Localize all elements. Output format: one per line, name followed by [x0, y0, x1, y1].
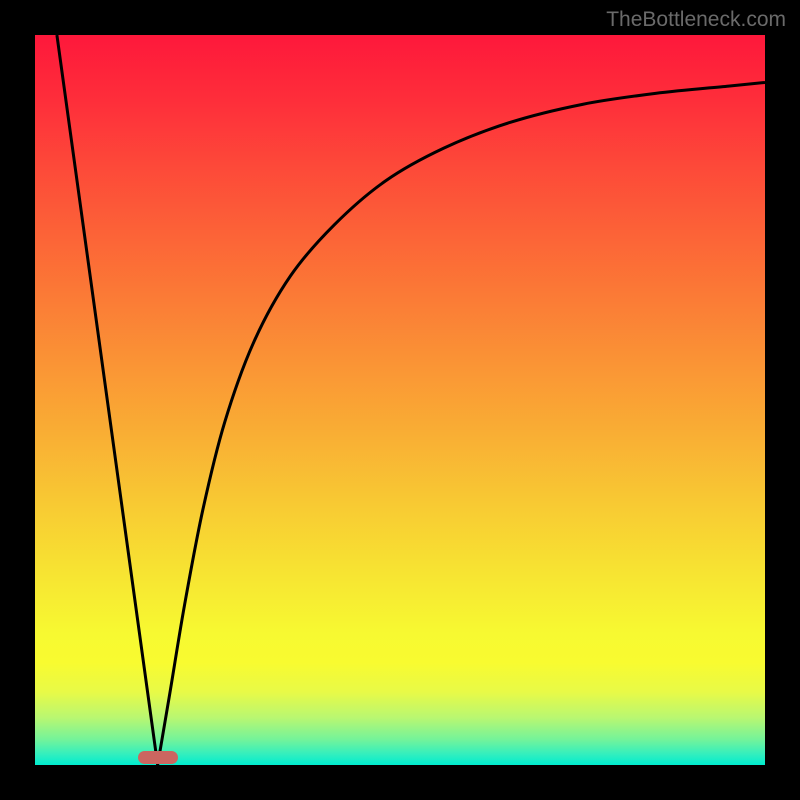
bottleneck-chart: TheBottleneck.com [0, 0, 800, 800]
minimum-marker [138, 751, 178, 764]
plot-area [35, 35, 765, 765]
bottleneck-curve [35, 35, 765, 765]
watermark-text: TheBottleneck.com [606, 8, 786, 32]
